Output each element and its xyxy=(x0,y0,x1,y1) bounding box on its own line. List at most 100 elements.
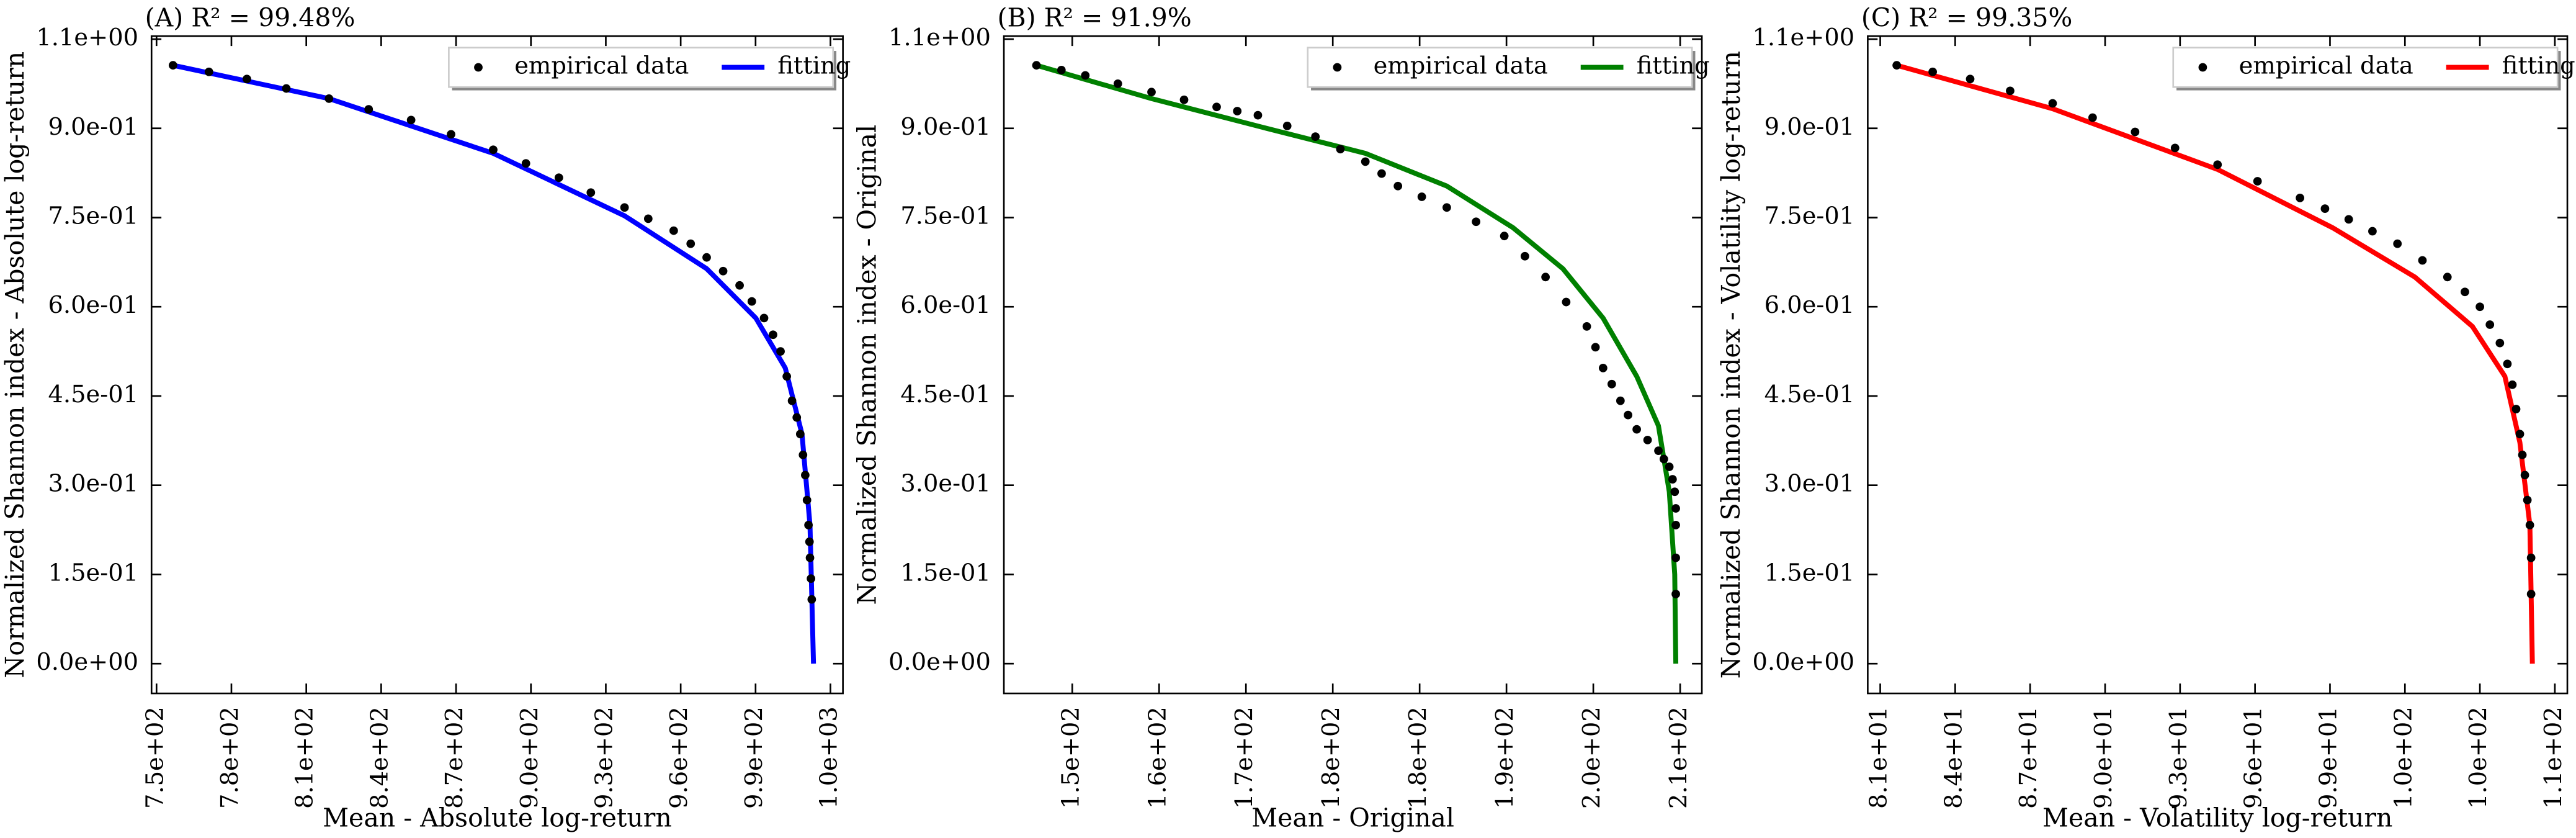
x-tick-label: 2.1e+02 xyxy=(1665,706,1693,809)
legend: empirical data fitting xyxy=(2172,47,2575,91)
x-tick-label: 1.5e+02 xyxy=(1057,706,1085,809)
data-point xyxy=(554,173,563,182)
data-point xyxy=(2296,193,2305,202)
y-tick-label: 3.0e-01 xyxy=(48,470,139,498)
x-tick-label: 9.3e+02 xyxy=(590,706,618,809)
x-tick-label: 1.0e+02 xyxy=(2464,706,2492,809)
x-tick-label: 9.9e+02 xyxy=(740,706,768,809)
data-point xyxy=(1632,425,1641,434)
data-point xyxy=(2170,143,2180,153)
legend: empirical data fitting xyxy=(448,47,851,91)
y-tick-label: 6.0e-01 xyxy=(48,291,139,319)
data-point xyxy=(204,67,213,76)
x-tick-label: 8.7e+02 xyxy=(441,706,468,809)
x-tick-label: 8.4e+02 xyxy=(365,706,393,809)
x-axis-label: Mean - Original xyxy=(1251,803,1454,832)
data-point xyxy=(2461,287,2469,297)
y-tick-label: 9.0e-01 xyxy=(48,113,139,141)
data-point xyxy=(2393,239,2402,248)
y-tick-label: 1.5e-01 xyxy=(48,559,139,587)
y-tick-label: 0.0e+00 xyxy=(888,648,991,676)
data-point xyxy=(2495,338,2505,348)
y-tick-label: 4.5e-01 xyxy=(48,381,139,408)
data-point xyxy=(2503,359,2512,369)
legend-box xyxy=(2172,47,2559,88)
y-tick-label: 0.0e+00 xyxy=(1753,648,1855,676)
data-point xyxy=(2525,521,2534,529)
data-point xyxy=(1562,297,1571,307)
x-tick-label: 2.0e+02 xyxy=(1578,706,1606,809)
data-point xyxy=(521,159,530,168)
data-point xyxy=(1654,446,1663,455)
data-point xyxy=(2418,256,2427,265)
y-tick-label: 0.0e+00 xyxy=(36,648,138,676)
data-point xyxy=(787,396,797,405)
data-point xyxy=(1665,462,1674,471)
data-point xyxy=(2344,215,2353,224)
data-point xyxy=(1336,145,1345,154)
y-tick-label: 1.1e+00 xyxy=(36,24,138,52)
plot-frame xyxy=(1003,35,1703,695)
x-tick-label: 1.1e+02 xyxy=(2539,706,2567,809)
data-point xyxy=(489,145,498,155)
data-point xyxy=(1671,553,1680,562)
panel: (C) R² = 99.35% Mean - Volatility log-ret… xyxy=(1716,2,2575,832)
data-point xyxy=(2508,380,2517,389)
data-point xyxy=(2518,450,2527,459)
data-point xyxy=(1892,61,1902,70)
data-point xyxy=(1393,181,1403,191)
y-tick-label: 6.0e-01 xyxy=(1764,291,1855,319)
legend-marker xyxy=(474,63,483,72)
data-point xyxy=(1598,364,1608,372)
data-point xyxy=(2253,177,2262,186)
data-point xyxy=(2320,204,2330,213)
data-point xyxy=(1928,67,1938,76)
data-point xyxy=(776,347,785,356)
x-tick-label: 8.4e+01 xyxy=(1939,706,1967,809)
data-point xyxy=(1616,396,1625,405)
fit-line xyxy=(172,63,816,664)
data-point xyxy=(769,330,777,340)
y-tick-label: 1.1e+00 xyxy=(888,24,991,52)
data-point xyxy=(2515,430,2525,439)
data-point xyxy=(2475,302,2484,312)
data-point xyxy=(1417,192,1426,201)
data-point xyxy=(669,226,678,235)
data-point xyxy=(805,537,814,546)
y-tick-label: 4.5e-01 xyxy=(1764,381,1855,408)
x-tick-label: 9.0e+02 xyxy=(516,706,543,809)
y-axis-label: Normalized Shannon index - Volatility lo… xyxy=(1716,51,1746,678)
data-point xyxy=(2485,320,2495,329)
data-point xyxy=(1057,65,1066,74)
data-point xyxy=(792,413,802,422)
x-tick-label: 8.7e+01 xyxy=(2015,706,2042,809)
data-point xyxy=(1361,157,1370,166)
data-point xyxy=(1671,590,1680,598)
data-point xyxy=(1253,110,1263,120)
data-point xyxy=(620,203,629,212)
data-point xyxy=(1643,435,1652,444)
data-point xyxy=(1377,169,1386,178)
data-point xyxy=(718,266,728,276)
data-point xyxy=(2006,86,2015,96)
data-point xyxy=(1591,343,1600,352)
x-tick-label: 1.7e+02 xyxy=(1230,706,1258,809)
data-point xyxy=(1032,61,1041,70)
fit-line xyxy=(1035,63,1679,664)
data-point xyxy=(2523,495,2532,505)
data-point xyxy=(1179,95,1189,104)
data-point xyxy=(1624,410,1632,420)
x-tick-label: 1.6e+02 xyxy=(1143,706,1171,809)
data-point xyxy=(1671,504,1680,513)
data-point xyxy=(1659,454,1668,464)
data-point xyxy=(1607,379,1616,389)
data-point xyxy=(1442,203,1451,212)
data-point xyxy=(2526,590,2536,598)
data-point xyxy=(2368,227,2377,236)
data-point xyxy=(1670,487,1679,497)
data-point xyxy=(282,84,291,93)
data-point xyxy=(364,105,373,114)
x-tick-label: 7.5e+02 xyxy=(141,706,169,809)
data-point xyxy=(804,521,813,529)
